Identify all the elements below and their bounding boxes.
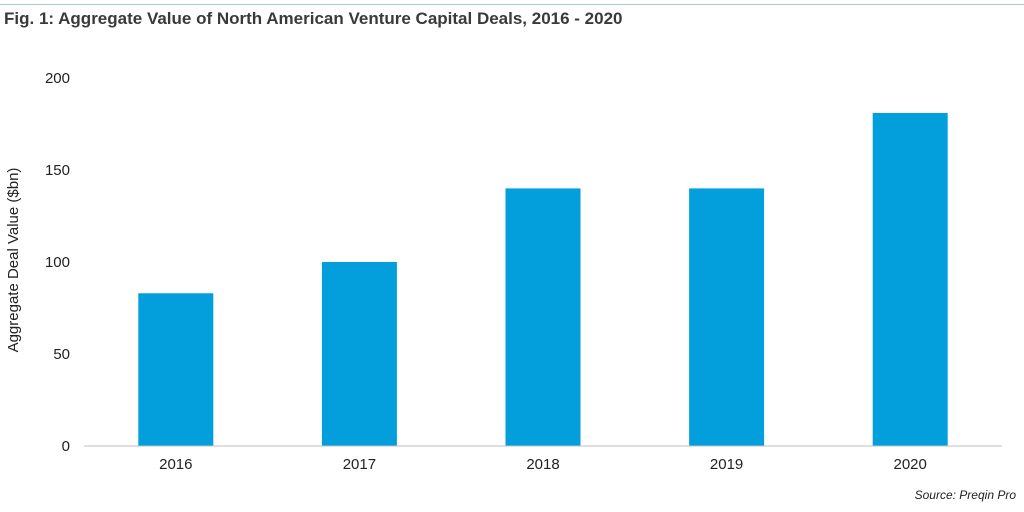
y-axis-label: Aggregate Deal Value ($bn) <box>5 168 22 353</box>
bar-2018 <box>505 188 581 446</box>
y-tick-label: 100 <box>45 254 70 271</box>
x-tick-label: 2016 <box>159 456 192 473</box>
y-tick-label: 0 <box>62 438 70 455</box>
y-tick-label: 50 <box>53 346 70 363</box>
chart-title: Fig. 1: Aggregate Value of North America… <box>4 9 623 28</box>
bar-2020 <box>872 112 948 447</box>
y-tick-label: 150 <box>45 162 70 179</box>
x-tick-label: 2019 <box>710 456 743 473</box>
y-axis-ticks: 0 50 100 150 200 <box>45 70 70 455</box>
bars <box>138 112 948 447</box>
bar-2016 <box>138 293 214 446</box>
y-tick-label: 200 <box>45 70 70 87</box>
bar-2019 <box>689 188 765 446</box>
x-tick-label: 2020 <box>894 456 927 473</box>
x-axis-ticks: 2016 2017 2018 2019 2020 <box>159 456 927 473</box>
top-rule <box>0 4 1024 5</box>
x-tick-label: 2018 <box>526 456 559 473</box>
bar-2017 <box>321 262 397 446</box>
x-tick-label: 2017 <box>343 456 376 473</box>
source-note: Source: Preqin Pro <box>914 488 1016 502</box>
